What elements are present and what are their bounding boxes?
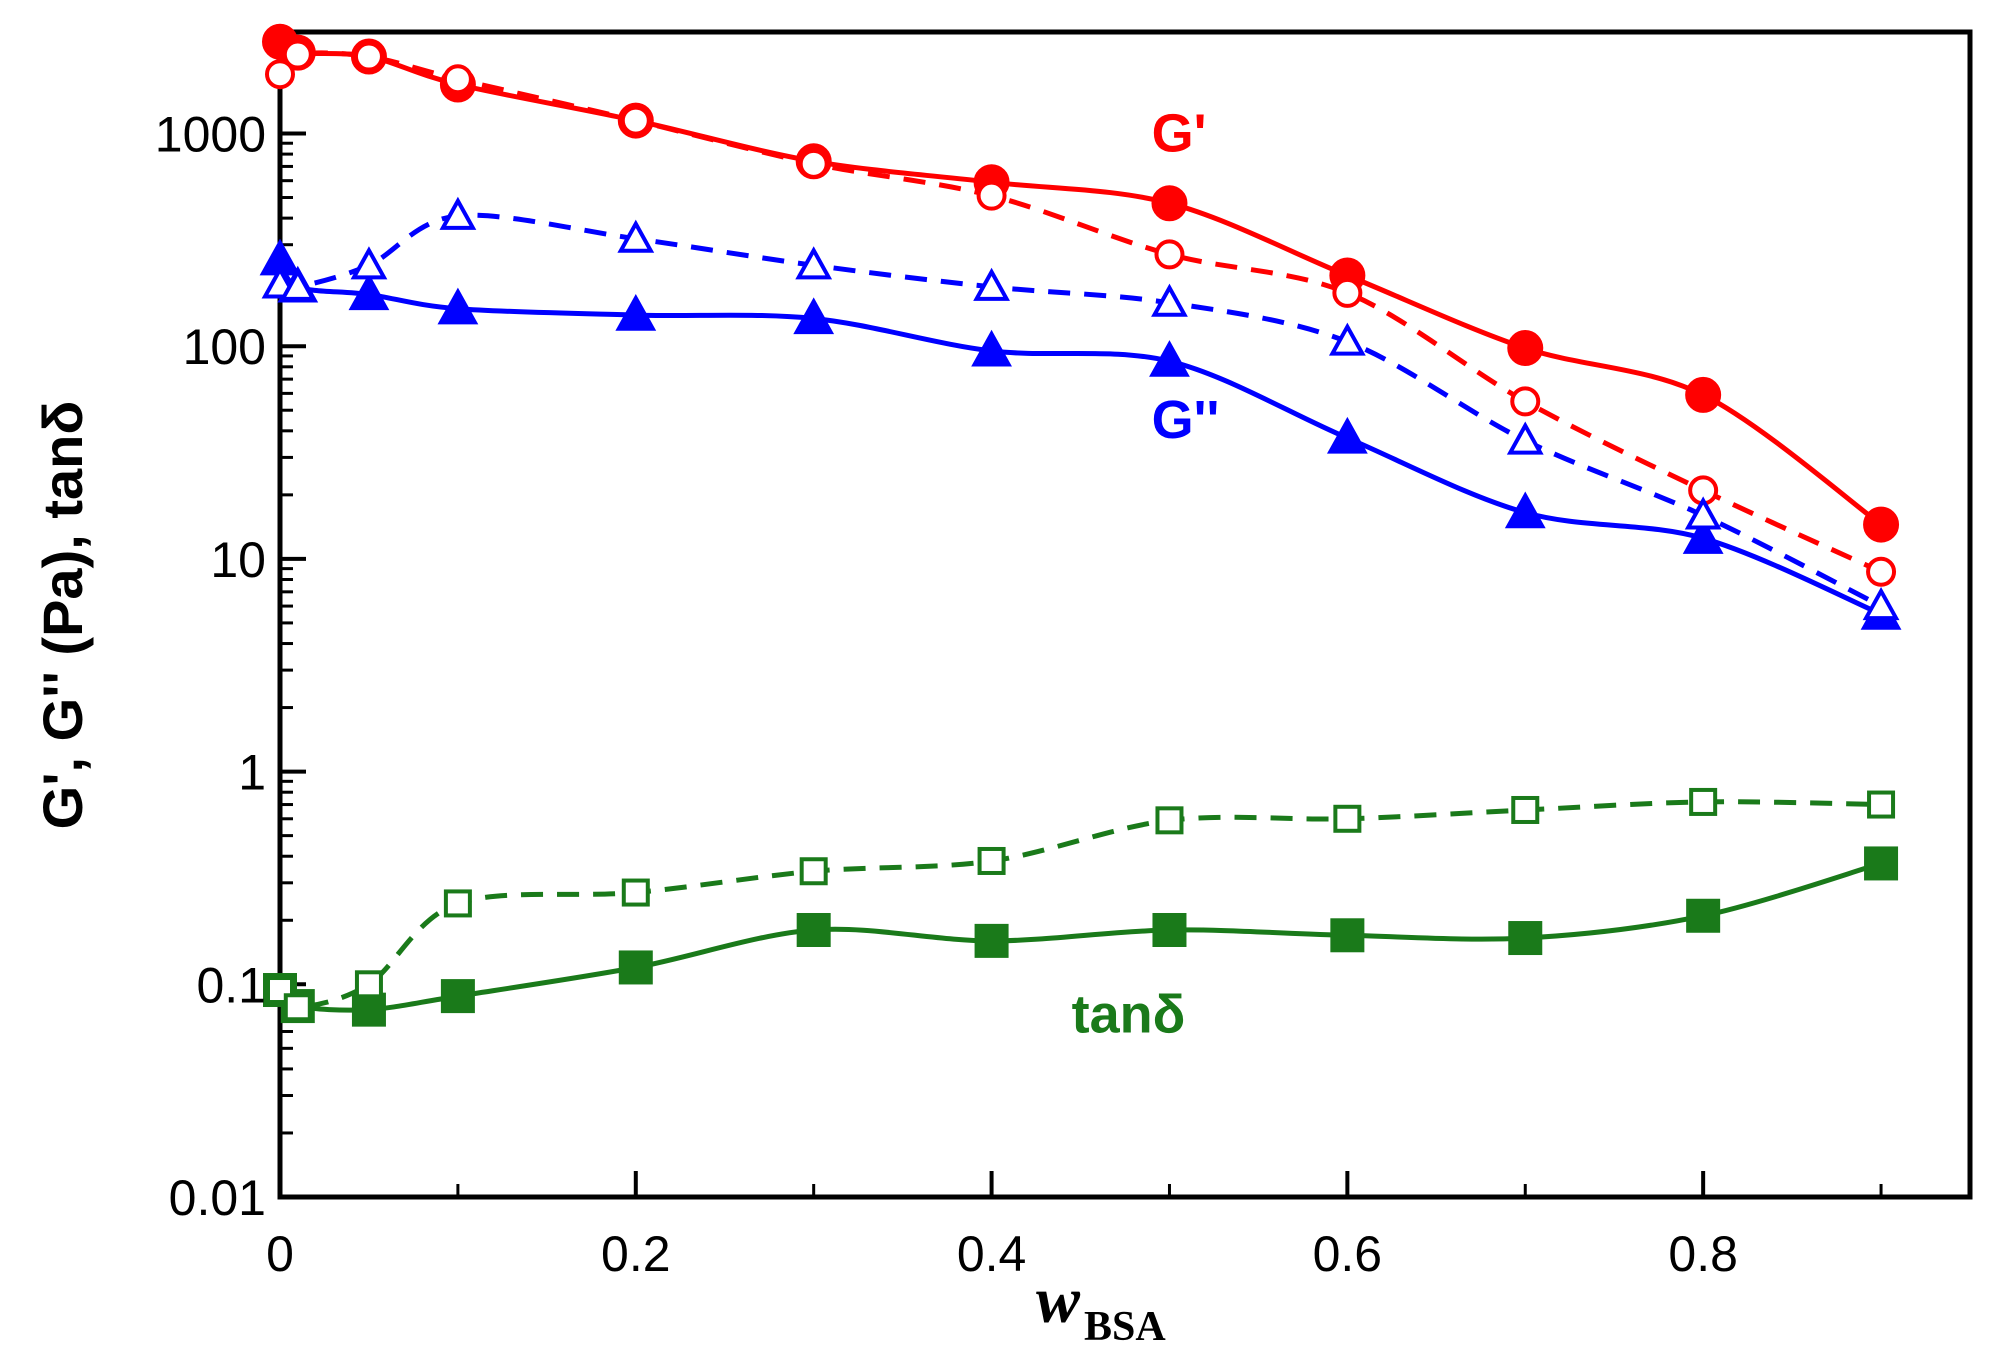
x-tick-label: 0.2 xyxy=(601,1226,671,1282)
x-tick-label: 0.4 xyxy=(957,1226,1027,1282)
data-point xyxy=(1155,806,1184,835)
data-point xyxy=(1689,787,1718,816)
data-point xyxy=(440,979,475,1014)
x-tick-label: 0.6 xyxy=(1313,1226,1383,1282)
data-point xyxy=(1151,185,1188,222)
data-point xyxy=(977,846,1006,875)
data-point xyxy=(265,59,295,90)
data-point xyxy=(1330,918,1365,953)
data-point xyxy=(1328,322,1366,356)
series-label: G' xyxy=(1152,103,1207,163)
data-point xyxy=(1682,517,1724,554)
data-point xyxy=(615,293,657,331)
data-point xyxy=(799,857,828,886)
series-1 xyxy=(265,39,1897,587)
x-tick-label: 0 xyxy=(266,1226,294,1282)
data-point xyxy=(282,39,313,70)
data-point xyxy=(443,889,472,918)
data-point xyxy=(1508,921,1543,956)
data-point xyxy=(1149,340,1190,377)
y-tick-label: 10 xyxy=(210,532,266,588)
data-point xyxy=(283,993,312,1022)
data-point xyxy=(1864,846,1899,881)
series-line xyxy=(277,799,1882,1010)
data-point xyxy=(1507,330,1544,367)
data-point xyxy=(266,976,294,1005)
data-point xyxy=(1326,416,1368,454)
data-point xyxy=(1686,898,1721,933)
series-layer xyxy=(259,23,1902,1027)
y-tick-label: 100 xyxy=(183,319,266,375)
data-point xyxy=(1867,790,1896,819)
data-point xyxy=(621,878,650,907)
data-point xyxy=(437,287,479,325)
series-line xyxy=(277,258,1883,617)
series-label: tanδ xyxy=(1072,985,1186,1045)
data-point xyxy=(798,148,829,179)
data-point xyxy=(1863,506,1900,543)
data-point xyxy=(1151,283,1188,317)
y-tick-label: 1000 xyxy=(155,106,266,162)
data-point xyxy=(973,267,1010,301)
data-point xyxy=(971,329,1012,367)
y-tick-label: 0.01 xyxy=(169,1170,266,1226)
data-point xyxy=(620,105,651,136)
data-point xyxy=(351,992,386,1027)
data-point xyxy=(350,246,388,280)
data-point xyxy=(1333,804,1362,833)
y-tick-label: 1 xyxy=(238,745,266,801)
series-label: G'' xyxy=(1152,390,1220,450)
data-point xyxy=(1866,556,1897,587)
data-point xyxy=(795,246,833,280)
y-axis-title: G', G'' (Pa), tanδ xyxy=(31,401,94,830)
series-line xyxy=(278,39,1883,527)
data-point xyxy=(1511,795,1540,824)
data-point xyxy=(796,912,831,947)
plot-frame xyxy=(277,29,1973,1200)
data-point xyxy=(1504,491,1546,529)
data-point xyxy=(442,64,473,95)
tick-labels: 0.01 0.1 1 10 100 1000 0 0.2 0.4 0.6 0.8 xyxy=(155,106,1738,1282)
x-axis-title-subscript: BSA xyxy=(1084,1304,1166,1350)
data-point xyxy=(279,267,317,301)
data-point xyxy=(439,196,477,230)
minor-ticks xyxy=(280,30,1883,1197)
series-3 xyxy=(261,196,1900,621)
x-axis-title: w xyxy=(1036,1264,1081,1337)
data-point xyxy=(1685,376,1722,413)
data-point xyxy=(618,950,653,985)
data-point xyxy=(974,923,1009,958)
series-line xyxy=(279,212,1883,609)
data-point xyxy=(793,297,835,335)
data-point xyxy=(1510,386,1541,417)
series-5 xyxy=(266,787,1896,1022)
data-point xyxy=(1862,586,1900,621)
data-point xyxy=(1506,421,1544,455)
data-point xyxy=(1332,277,1363,308)
data-point xyxy=(353,41,384,72)
data-point xyxy=(348,273,390,311)
annotations: G' G'' tanδ xyxy=(1072,103,1220,1044)
data-point xyxy=(1154,239,1185,270)
series-2 xyxy=(259,238,1902,630)
x-tick-label: 0.8 xyxy=(1668,1226,1738,1282)
data-point xyxy=(976,180,1007,211)
y-tick-label: 0.1 xyxy=(196,957,266,1013)
data-point xyxy=(1684,496,1722,530)
data-point xyxy=(1152,912,1187,947)
data-point xyxy=(354,970,383,999)
data-point xyxy=(617,219,655,253)
